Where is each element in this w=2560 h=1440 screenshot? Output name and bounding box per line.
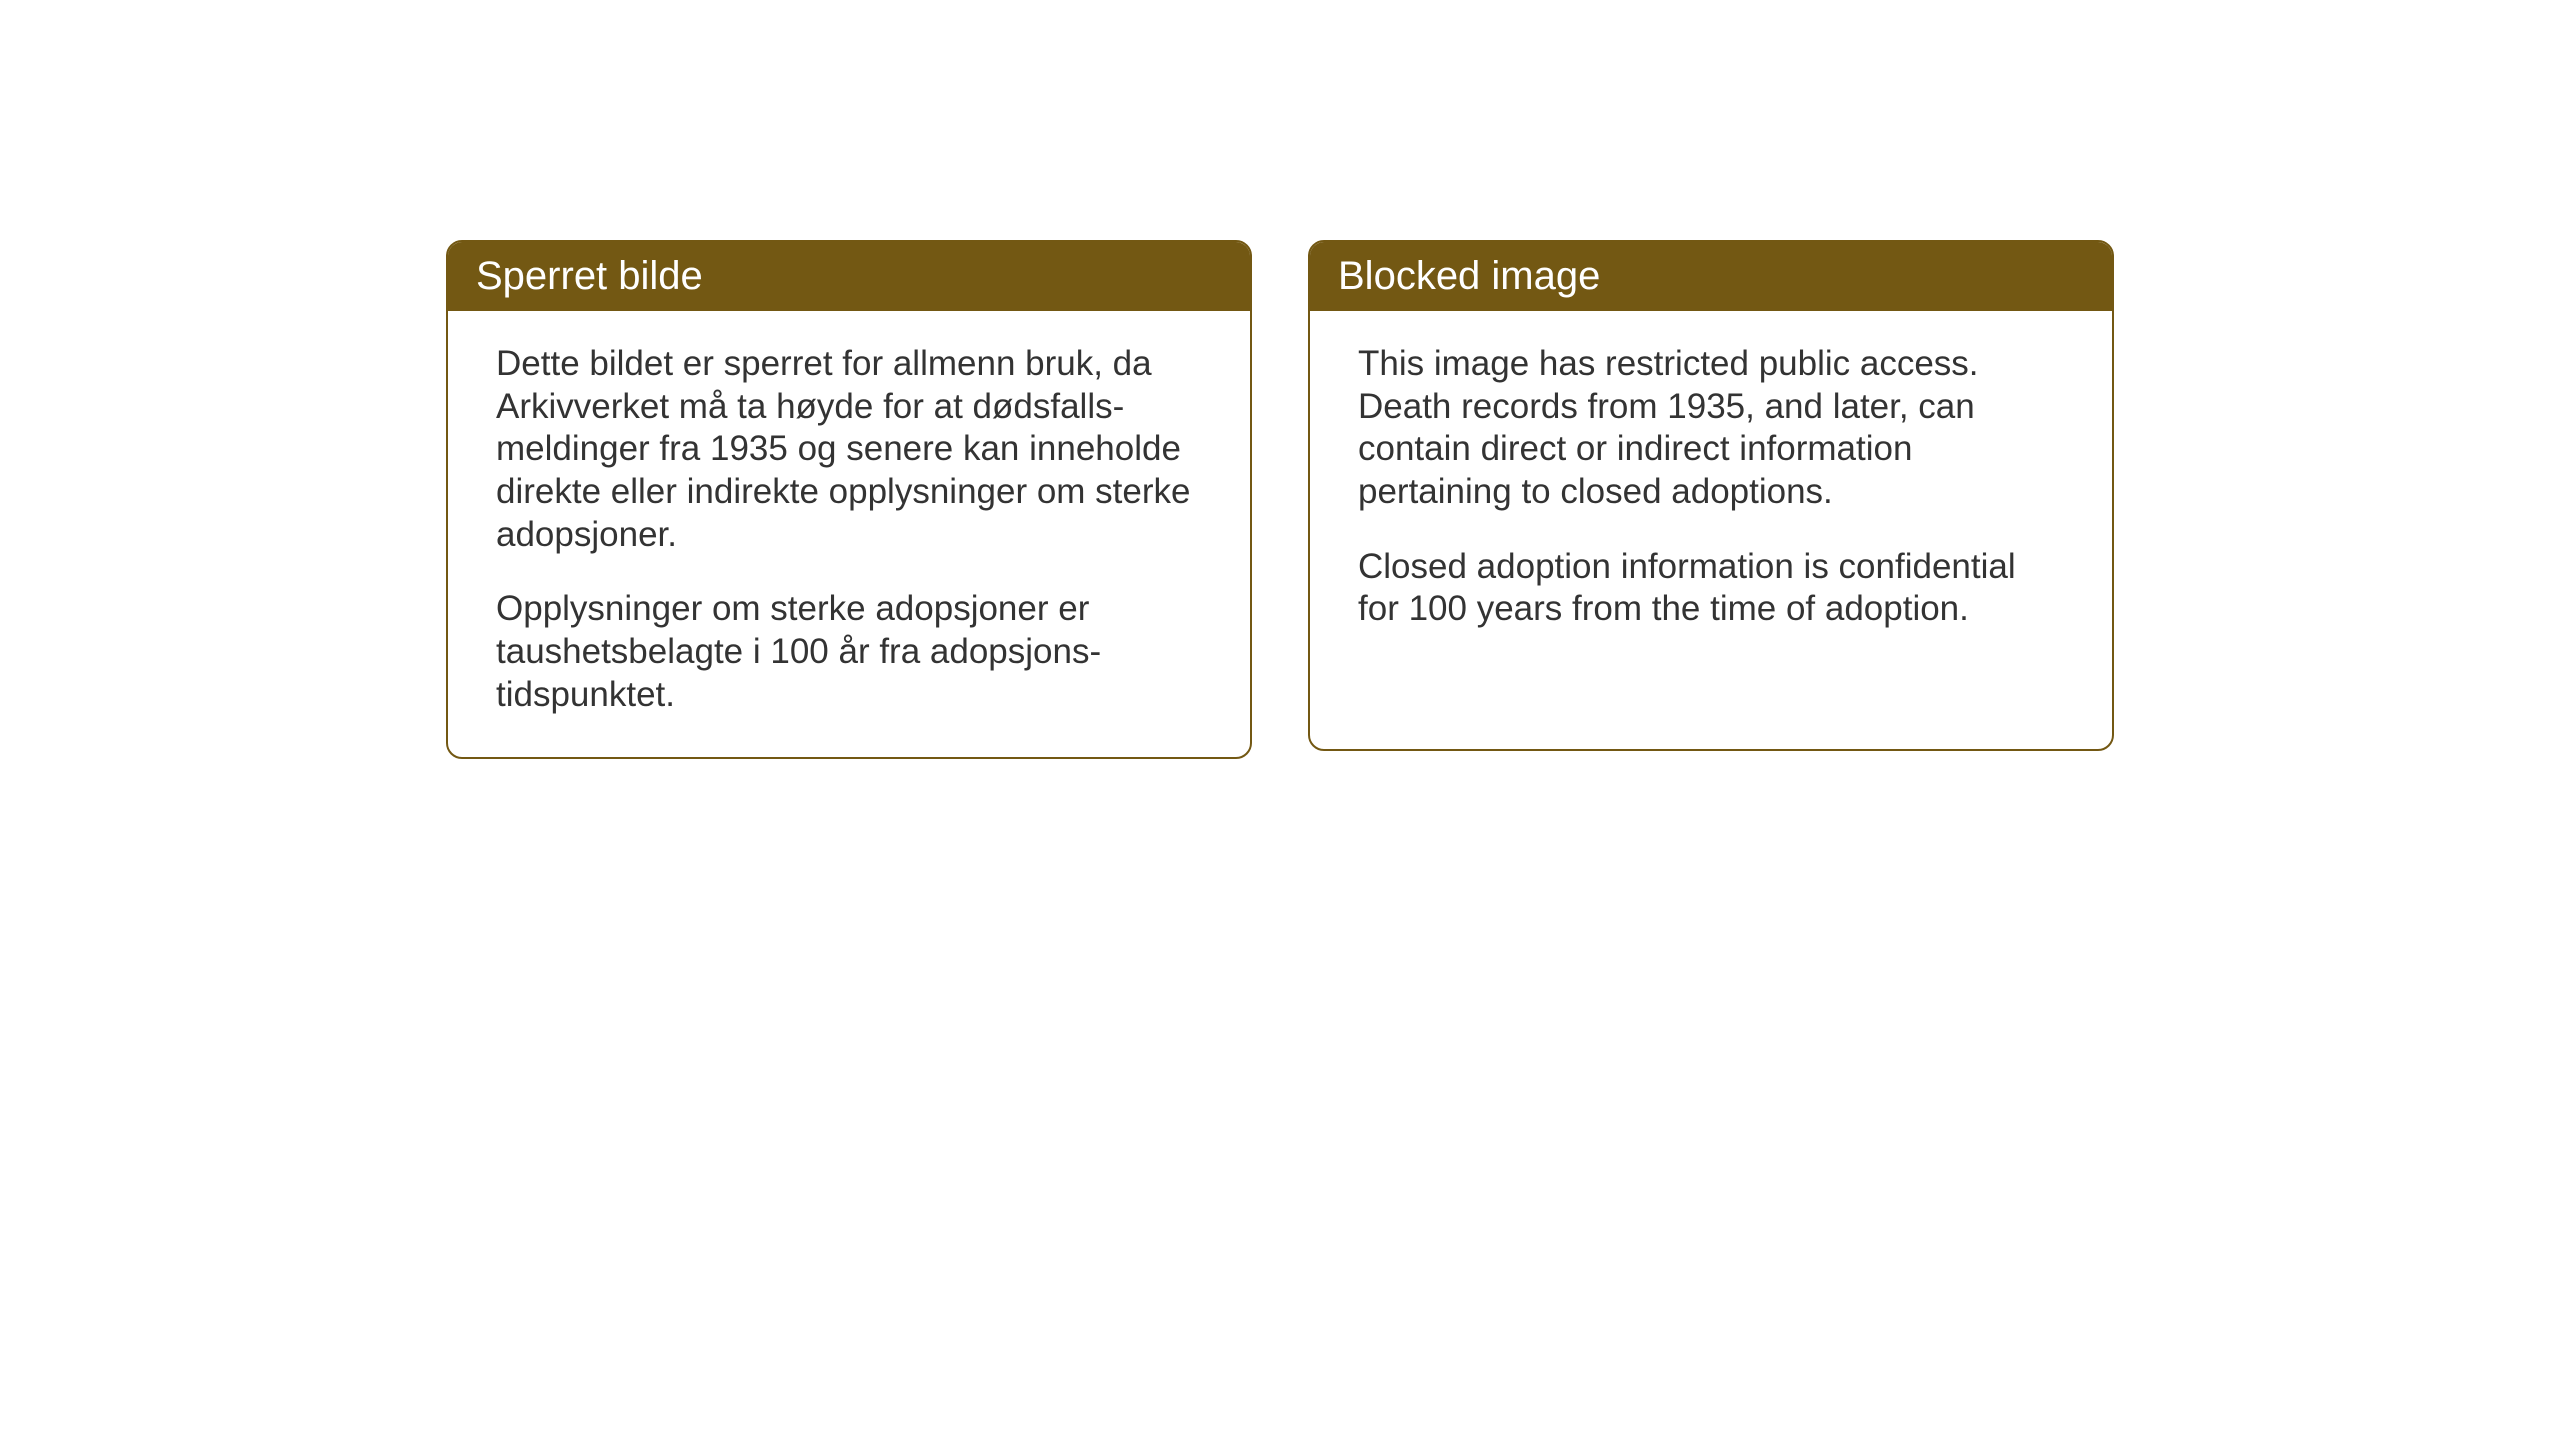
- notice-paragraph-norwegian-1: Dette bildet er sperret for allmenn bruk…: [496, 343, 1202, 556]
- notice-card-header-norwegian: Sperret bilde: [448, 242, 1250, 311]
- notice-paragraph-english-1: This image has restricted public access.…: [1358, 343, 2064, 514]
- notice-title-norwegian: Sperret bilde: [476, 254, 703, 298]
- notice-card-english: Blocked image This image has restricted …: [1308, 240, 2114, 751]
- notice-cards-container: Sperret bilde Dette bildet er sperret fo…: [446, 240, 2114, 759]
- notice-card-body-norwegian: Dette bildet er sperret for allmenn bruk…: [448, 311, 1250, 757]
- notice-card-body-english: This image has restricted public access.…: [1310, 311, 2112, 671]
- notice-paragraph-norwegian-2: Opplysninger om sterke adopsjoner er tau…: [496, 588, 1202, 716]
- notice-paragraph-english-2: Closed adoption information is confident…: [1358, 546, 2064, 631]
- notice-title-english: Blocked image: [1338, 254, 1600, 298]
- notice-card-header-english: Blocked image: [1310, 242, 2112, 311]
- notice-card-norwegian: Sperret bilde Dette bildet er sperret fo…: [446, 240, 1252, 759]
